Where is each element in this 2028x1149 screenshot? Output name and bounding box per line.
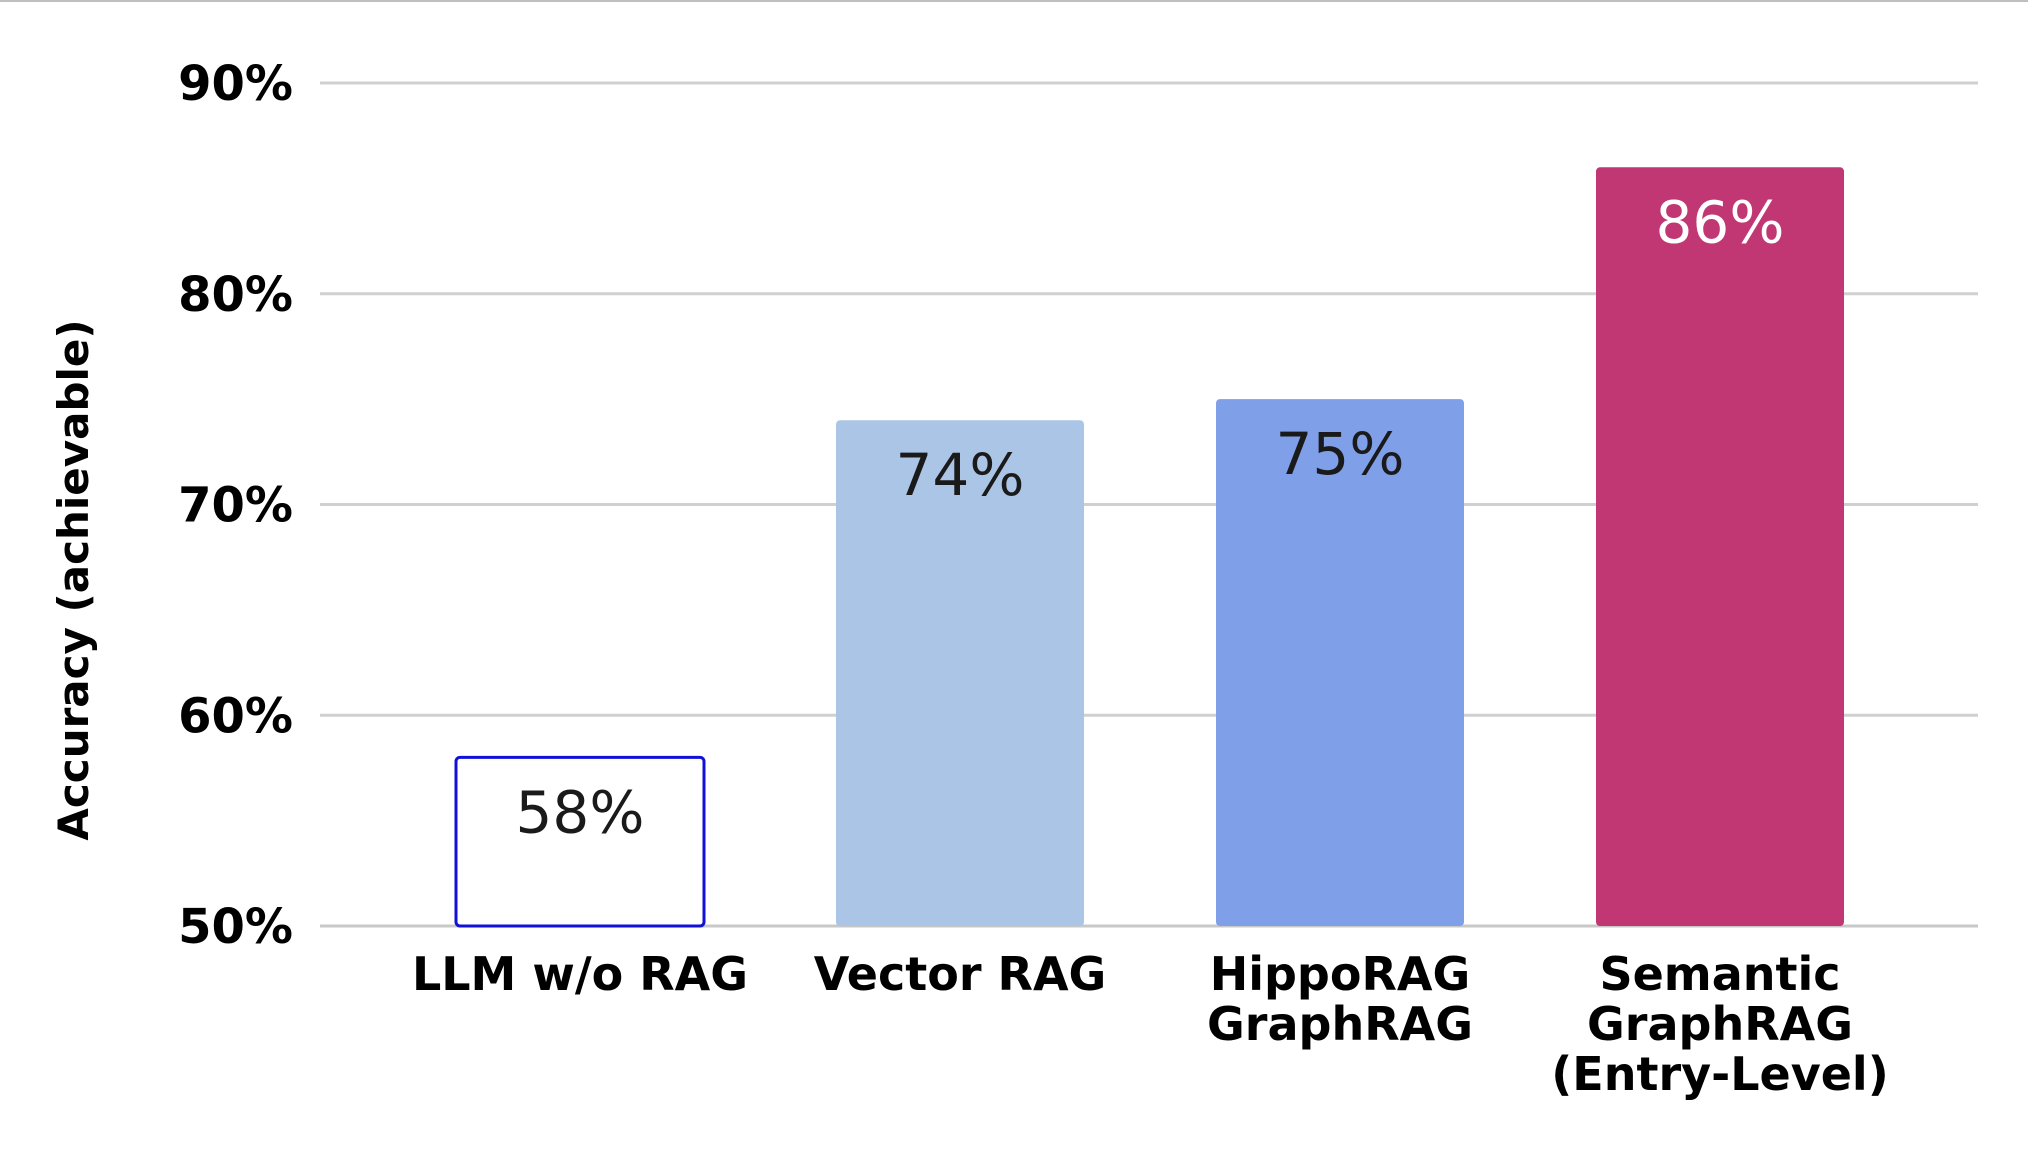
bars [454, 167, 1844, 928]
category-label: Semantic [1599, 947, 1840, 1001]
bar [1596, 167, 1844, 927]
data-label: 86% [1656, 188, 1785, 256]
data-label: 58% [516, 778, 645, 846]
y-tick-label: 70% [178, 478, 293, 534]
y-tick-label: 50% [178, 899, 293, 955]
bar [1216, 399, 1464, 926]
bar [454, 755, 706, 928]
y-tick-label: 80% [178, 267, 293, 323]
data-labels: 58% 74% 75% 86% [516, 188, 1785, 846]
y-tick-label: 90% [178, 56, 293, 112]
y-tick-label: 60% [178, 688, 293, 744]
category-label: (Entry-Level) [1551, 1047, 1888, 1101]
category-label: Vector RAG [814, 947, 1107, 1001]
category-label: LLM w/o RAG [412, 947, 748, 1001]
data-label: 75% [1276, 420, 1405, 488]
category-label: GraphRAG [1587, 997, 1853, 1051]
data-label: 74% [896, 441, 1025, 509]
bar [836, 420, 1084, 926]
y-axis-title: Accuracy (achievable) [49, 319, 98, 840]
category-label: GraphRAG [1207, 997, 1473, 1051]
y-tick-labels: 50% 60% 70% 80% 90% [178, 56, 293, 955]
category-labels: LLM w/o RAG Vector RAG HippoRAGGraphRAGSem… [412, 947, 1889, 1101]
category-label: HippoRAG [1210, 947, 1471, 1001]
top-border [0, 0, 2028, 2]
